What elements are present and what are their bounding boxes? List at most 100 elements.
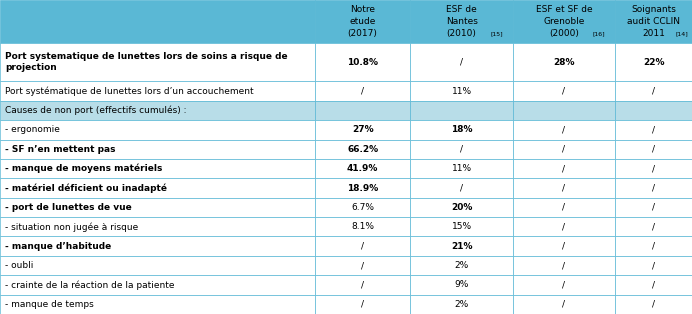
Text: Port systématique de lunettes lors d’un accouchement: Port systématique de lunettes lors d’un … bbox=[5, 86, 253, 96]
Bar bbox=[315, 159, 410, 178]
Text: 2%: 2% bbox=[455, 300, 468, 309]
Text: Port systematique de lunettes lors de soins a risque de
projection: Port systematique de lunettes lors de so… bbox=[5, 51, 287, 73]
Bar bbox=[0, 139, 315, 159]
Bar bbox=[615, 295, 692, 314]
Text: 41.9%: 41.9% bbox=[347, 164, 379, 173]
Text: /: / bbox=[361, 261, 364, 270]
Bar bbox=[615, 178, 692, 198]
Text: [16]: [16] bbox=[592, 31, 606, 36]
Bar bbox=[0, 0, 315, 43]
Text: /: / bbox=[652, 280, 655, 290]
Text: /: / bbox=[563, 261, 565, 270]
Bar bbox=[615, 198, 692, 217]
Text: /: / bbox=[460, 57, 463, 67]
Text: - manque de moyens matériels: - manque de moyens matériels bbox=[5, 164, 162, 173]
Text: 2%: 2% bbox=[455, 261, 468, 270]
Text: 11%: 11% bbox=[451, 87, 472, 95]
Text: /: / bbox=[652, 164, 655, 173]
Text: /: / bbox=[652, 261, 655, 270]
Text: /: / bbox=[563, 164, 565, 173]
Text: /: / bbox=[652, 242, 655, 251]
Bar bbox=[315, 101, 410, 120]
Text: /: / bbox=[563, 242, 565, 251]
Text: - manque d’habitude: - manque d’habitude bbox=[5, 242, 111, 251]
Text: [14]: [14] bbox=[675, 31, 688, 36]
Text: - crainte de la réaction de la patiente: - crainte de la réaction de la patiente bbox=[5, 280, 174, 290]
Bar bbox=[315, 236, 410, 256]
Text: 28%: 28% bbox=[553, 57, 575, 67]
Text: 27%: 27% bbox=[352, 125, 374, 134]
Text: /: / bbox=[652, 183, 655, 192]
Bar bbox=[513, 178, 615, 198]
Bar bbox=[410, 139, 513, 159]
Bar bbox=[615, 139, 692, 159]
Text: - ergonomie: - ergonomie bbox=[5, 125, 60, 134]
Bar bbox=[0, 120, 315, 139]
Bar bbox=[0, 159, 315, 178]
Text: Causes de non port (effectifs cumulés) :: Causes de non port (effectifs cumulés) : bbox=[5, 106, 186, 115]
Bar bbox=[0, 43, 315, 81]
Text: /: / bbox=[652, 87, 655, 95]
Text: /: / bbox=[563, 280, 565, 290]
Text: /: / bbox=[361, 280, 364, 290]
Text: /: / bbox=[563, 222, 565, 231]
Bar bbox=[0, 256, 315, 275]
Text: 18.9%: 18.9% bbox=[347, 183, 379, 192]
Text: /: / bbox=[460, 183, 463, 192]
Bar bbox=[615, 275, 692, 295]
Text: 6.7%: 6.7% bbox=[351, 203, 374, 212]
Bar bbox=[0, 198, 315, 217]
Bar bbox=[0, 81, 315, 101]
Bar bbox=[615, 159, 692, 178]
Bar bbox=[0, 178, 315, 198]
Bar bbox=[0, 217, 315, 236]
Bar bbox=[615, 43, 692, 81]
Text: /: / bbox=[652, 203, 655, 212]
Bar bbox=[513, 295, 615, 314]
Bar bbox=[315, 275, 410, 295]
Text: Soignants
audit CCLIN
2011: Soignants audit CCLIN 2011 bbox=[627, 5, 680, 38]
Bar bbox=[410, 159, 513, 178]
Bar bbox=[615, 256, 692, 275]
Bar bbox=[513, 0, 615, 43]
Text: /: / bbox=[361, 300, 364, 309]
Bar bbox=[315, 217, 410, 236]
Text: ESF de
Nantes
(2010): ESF de Nantes (2010) bbox=[446, 5, 477, 38]
Bar bbox=[513, 236, 615, 256]
Text: 22%: 22% bbox=[643, 57, 664, 67]
Bar bbox=[0, 101, 315, 120]
Bar bbox=[410, 81, 513, 101]
Text: /: / bbox=[563, 87, 565, 95]
Text: 20%: 20% bbox=[451, 203, 472, 212]
Text: 9%: 9% bbox=[455, 280, 468, 290]
Bar bbox=[615, 81, 692, 101]
Bar bbox=[0, 275, 315, 295]
Bar bbox=[615, 101, 692, 120]
Text: /: / bbox=[563, 145, 565, 154]
Bar bbox=[410, 0, 513, 43]
Bar bbox=[513, 43, 615, 81]
Text: - situation non jugée à risque: - situation non jugée à risque bbox=[5, 222, 138, 231]
Text: 21%: 21% bbox=[450, 242, 473, 251]
Bar bbox=[615, 217, 692, 236]
Bar bbox=[410, 198, 513, 217]
Text: 8.1%: 8.1% bbox=[351, 222, 374, 231]
Text: [15]: [15] bbox=[490, 31, 503, 36]
Bar bbox=[410, 295, 513, 314]
Bar bbox=[315, 178, 410, 198]
Text: /: / bbox=[563, 203, 565, 212]
Bar bbox=[0, 295, 315, 314]
Bar bbox=[513, 120, 615, 139]
Bar bbox=[0, 236, 315, 256]
Bar bbox=[315, 295, 410, 314]
Text: 18%: 18% bbox=[450, 125, 473, 134]
Text: ESF et SF de
Grenoble
(2000): ESF et SF de Grenoble (2000) bbox=[536, 5, 592, 38]
Text: 11%: 11% bbox=[451, 164, 472, 173]
Bar bbox=[315, 81, 410, 101]
Text: /: / bbox=[563, 300, 565, 309]
Bar bbox=[410, 101, 513, 120]
Text: /: / bbox=[361, 242, 364, 251]
Bar bbox=[410, 236, 513, 256]
Bar bbox=[410, 120, 513, 139]
Text: - manque de temps: - manque de temps bbox=[5, 300, 93, 309]
